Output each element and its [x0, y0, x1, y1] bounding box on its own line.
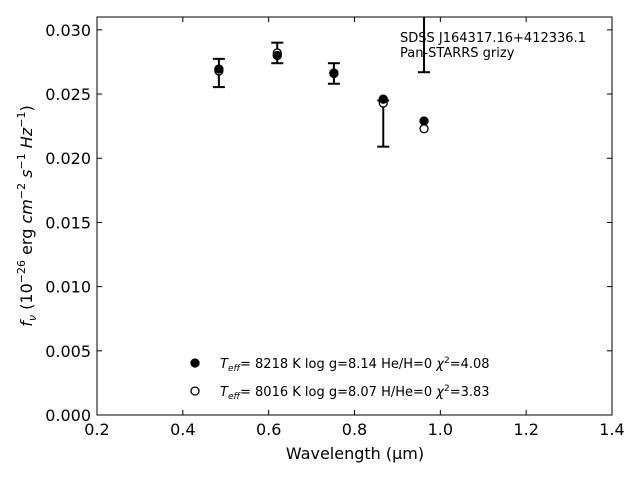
- legend-entry: Teff= 8016 K log g=8.07 H/He=0 χ2=3.83: [220, 384, 490, 402]
- x-tick-label: 1.2: [513, 420, 538, 439]
- filled-model-point: [214, 64, 224, 74]
- x-tick-label: 1.4: [599, 420, 624, 439]
- x-tick-label: 0.2: [84, 420, 109, 439]
- x-tick-label: 0.6: [256, 420, 281, 439]
- svg-text:fν (10−26 erg cm−2 s−1 Hz−1): fν (10−26 erg cm−2 s−1 Hz−1): [15, 105, 39, 326]
- y-tick-label: 0.005: [45, 342, 91, 361]
- legend-marker: [190, 358, 200, 368]
- y-tick-label: 0.030: [45, 21, 91, 40]
- legend-marker: [190, 386, 200, 396]
- legend: Teff= 8218 K log g=8.14 He/H=0 χ2=4.08 Te…: [190, 356, 490, 402]
- x-tick-label: 1.0: [428, 420, 453, 439]
- annotation-line-2: Pan-STARRS grizy: [400, 46, 515, 61]
- x-axis-label: Wavelength (μm): [286, 444, 424, 463]
- plot-frame: [96, 16, 613, 416]
- legend-entry: Teff= 8218 K log g=8.14 He/H=0 χ2=4.08: [220, 356, 490, 374]
- y-tick-label: 0.010: [45, 278, 91, 297]
- open-model-point: [419, 124, 429, 134]
- filled-model-point: [419, 116, 429, 126]
- filled-model-point: [378, 94, 388, 104]
- filled-model-point: [329, 68, 339, 78]
- y-tick-label: 0.025: [45, 85, 91, 104]
- x-tick-label: 0.4: [170, 420, 195, 439]
- y-tick-label: 0.020: [45, 149, 91, 168]
- x-tick-label: 0.8: [342, 420, 367, 439]
- y-tick-label: 0.000: [45, 406, 91, 425]
- y-axis-label: fν (10−26 erg cm−2 s−1 Hz−1): [15, 105, 39, 326]
- y-tick-label: 0.015: [45, 213, 91, 232]
- annotation-line-1: SDSS J164317.16+412336.1: [400, 31, 586, 46]
- filled-model-point: [272, 50, 282, 61]
